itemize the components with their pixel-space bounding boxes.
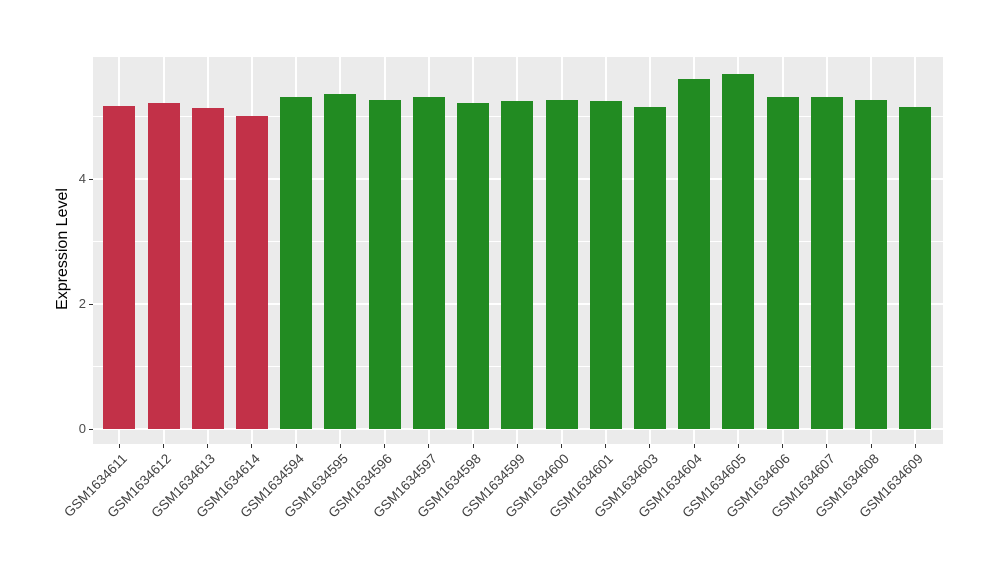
bar-GSM1634603: [633, 107, 666, 429]
bar-GSM1634608: [855, 100, 888, 429]
bar-GSM1634599: [501, 100, 534, 429]
bar-GSM1634604: [678, 79, 711, 429]
x-tick-mark-GSM1634611: [118, 444, 120, 448]
x-tick-mark-GSM1634597: [428, 444, 430, 448]
bar-GSM1634595: [324, 94, 357, 429]
bar-GSM1634614: [235, 115, 268, 429]
x-tick-mark-GSM1634607: [826, 444, 828, 448]
bar-GSM1634600: [545, 100, 578, 429]
x-tick-mark-GSM1634595: [339, 444, 341, 448]
x-tick-mark-GSM1634612: [163, 444, 165, 448]
bar-GSM1634598: [457, 102, 490, 429]
bar-GSM1634601: [589, 100, 622, 429]
y-tick-label-0: 0: [78, 421, 86, 436]
bar-GSM1634605: [722, 74, 755, 429]
x-tick-mark-GSM1634606: [782, 444, 784, 448]
y-tick-label-4: 4: [78, 171, 86, 186]
x-tick-mark-GSM1634603: [649, 444, 651, 448]
x-tick-mark-GSM1634604: [693, 444, 695, 448]
bar-GSM1634596: [368, 100, 401, 429]
y-tick-mark-0: [89, 428, 93, 430]
bar-GSM1634597: [412, 96, 445, 429]
x-tick-mark-GSM1634599: [516, 444, 518, 448]
bar-GSM1634609: [899, 107, 932, 429]
y-tick-mark-2: [89, 303, 93, 305]
x-tick-mark-GSM1634594: [295, 444, 297, 448]
x-tick-mark-GSM1634613: [207, 444, 209, 448]
x-tick-mark-GSM1634598: [472, 444, 474, 448]
bar-GSM1634606: [766, 97, 799, 429]
x-tick-mark-GSM1634600: [561, 444, 562, 448]
x-tick-mark-GSM1634609: [914, 444, 916, 448]
x-tick-mark-GSM1634596: [384, 444, 386, 448]
bar-GSM1634611: [103, 105, 136, 429]
x-tick-mark-GSM1634601: [605, 444, 607, 448]
x-tick-mark-GSM1634614: [251, 444, 253, 448]
x-tick-mark-GSM1634605: [737, 444, 739, 448]
plot-panel: [93, 57, 943, 444]
bar-GSM1634607: [810, 97, 843, 429]
bar-GSM1634612: [147, 103, 180, 429]
x-tick-mark-GSM1634608: [870, 444, 872, 448]
y-tick-mark-4: [89, 178, 93, 180]
bar-GSM1634613: [191, 107, 224, 429]
y-tick-label-2: 2: [78, 296, 86, 311]
y-axis-title: Expression Level: [54, 188, 71, 310]
bar-GSM1634594: [280, 96, 313, 429]
